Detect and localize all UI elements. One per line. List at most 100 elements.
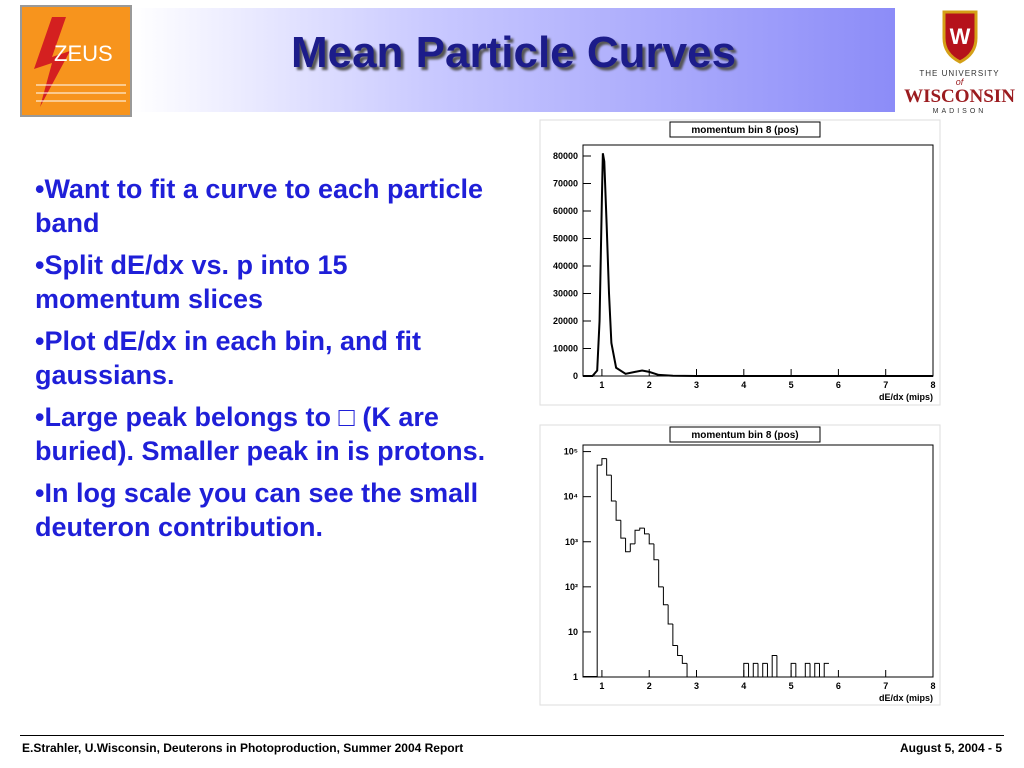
uw-logo: W THE UNIVERSITY of WISCONSIN MADISON [895, 0, 1024, 120]
y-tick-label: 10² [565, 582, 578, 592]
x-tick-label: 6 [836, 681, 841, 691]
hist-bin [743, 662, 749, 677]
zeus-text: ZEUS [54, 41, 113, 66]
y-tick-label: 40000 [553, 261, 578, 271]
uw-line3: WISCONSIN [904, 86, 1015, 107]
bullet: •Large peak belongs to □ (K are buried).… [35, 400, 495, 468]
hist-bin [620, 520, 626, 539]
hist-bin [634, 529, 640, 544]
hist-bin [625, 538, 631, 553]
chart-title: momentum bin 8 (pos) [691, 125, 798, 136]
y-tick-label: 80000 [553, 151, 578, 161]
hist-bin [667, 604, 673, 625]
hist-bin [639, 527, 645, 531]
slide-title: Mean Particle Curves [290, 28, 737, 77]
hist-bin [601, 458, 607, 466]
y-tick-label: 10⁵ [564, 447, 578, 457]
y-tick-label: 10000 [553, 344, 578, 354]
x-tick-label: 4 [741, 380, 746, 390]
y-tick-label: 10 [568, 627, 578, 637]
bullet-text: Plot dE/dx in each bin, and fit gaussian… [35, 326, 421, 390]
hist-bin [766, 663, 773, 678]
chart-title: momentum bin 8 (pos) [691, 430, 798, 441]
header-bar [132, 8, 895, 112]
bullet-mark: • [35, 402, 45, 432]
hist-bin [658, 559, 664, 588]
hist-bin [809, 663, 815, 678]
bullet-mark: • [35, 250, 45, 280]
uw-crest: W [942, 10, 977, 64]
x-tick-label: 2 [647, 681, 652, 691]
x-tick-label: 3 [694, 681, 699, 691]
title-box [669, 426, 821, 443]
hist-bin [762, 662, 768, 677]
hist-bin [606, 458, 612, 476]
y-tick-label: 1 [573, 672, 578, 682]
hist-bin [672, 623, 678, 646]
x-axis-label: dE/dx (mips) [879, 693, 933, 703]
curve [583, 153, 933, 377]
bullet-mark: • [35, 478, 45, 508]
hist-bin [790, 662, 796, 677]
bullet: •In log scale you can see the small deut… [35, 476, 495, 544]
svg-text:W: W [949, 24, 970, 49]
footer-left: E.Strahler, U.Wisconsin, Deuterons in Ph… [22, 741, 464, 755]
bullet-mark: • [35, 326, 45, 356]
hist-bin [748, 663, 754, 678]
footer-right: August 5, 2004 - 5 [899, 741, 1002, 755]
bullet-mark: • [35, 174, 45, 204]
bullet: •Want to fit a curve to each particle ba… [35, 172, 495, 240]
x-tick-label: 5 [789, 380, 794, 390]
bullet-text: Want to fit a curve to each particle ban… [35, 174, 484, 238]
hist-bin [814, 662, 820, 677]
hist-bin [823, 662, 829, 677]
x-tick-label: 6 [836, 380, 841, 390]
hist-bin [629, 543, 636, 552]
y-tick-label: 10⁴ [564, 492, 578, 502]
hist-bin [648, 533, 654, 545]
y-tick-label: 20000 [553, 316, 578, 326]
bullet: •Plot dE/dx in each bin, and fit gaussia… [35, 324, 495, 392]
hist-bin [681, 655, 688, 664]
zeus-graphic [34, 17, 126, 107]
bullet-text: Large peak belongs to □ (K are buried). … [35, 402, 486, 466]
hist-bin [776, 655, 782, 678]
y-tick-label: 60000 [553, 206, 578, 216]
title-box [669, 121, 821, 138]
bullet-text: In log scale you can see the small deute… [35, 478, 479, 542]
uw-line4: MADISON [932, 108, 987, 115]
bullet-list: •Want to fit a curve to each particle ba… [35, 172, 495, 552]
hist-bin [677, 645, 683, 656]
hist-bin [653, 543, 659, 561]
plot-area [582, 444, 934, 678]
bullet: •Split dE/dx vs. p into 15 momentum slic… [35, 248, 495, 316]
y-tick-label: 0 [573, 371, 578, 381]
hist-bin [643, 528, 650, 535]
y-tick-label: 30000 [553, 289, 578, 299]
hist-bin [752, 662, 758, 677]
hist-bin [771, 654, 777, 677]
footer-rule [20, 735, 1004, 736]
x-tick-label: 8 [930, 380, 935, 390]
y-tick-label: 70000 [553, 179, 578, 189]
x-axis-label: dE/dx (mips) [879, 392, 933, 402]
hist-bin [757, 663, 763, 678]
x-tick-label: 1 [599, 681, 604, 691]
hist-bin [686, 663, 692, 678]
y-tick-label: 10³ [565, 537, 578, 547]
x-tick-label: 2 [647, 380, 652, 390]
hist-bin [596, 464, 602, 677]
hist-bin [804, 662, 811, 677]
hist-bin [795, 663, 801, 678]
x-tick-label: 7 [883, 380, 888, 390]
x-tick-label: 8 [930, 681, 935, 691]
uw-line1: THE UNIVERSITY [919, 69, 1000, 78]
hist-bin [610, 475, 617, 502]
plot-area [582, 144, 934, 377]
x-tick-label: 5 [789, 681, 794, 691]
y-tick-label: 50000 [553, 234, 578, 244]
hist-bin [615, 501, 621, 521]
x-tick-label: 3 [694, 380, 699, 390]
